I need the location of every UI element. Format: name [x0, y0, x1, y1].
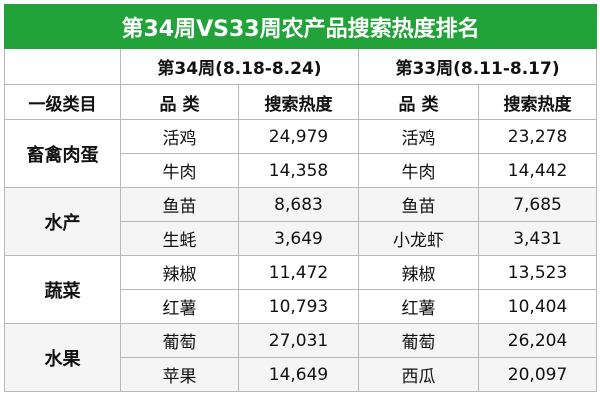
column-header: 搜索热度 [238, 84, 359, 120]
heat-cell: 14,649 [238, 357, 359, 392]
category-cell: 水产 [4, 187, 121, 256]
heat-cell: 23,278 [477, 119, 598, 154]
table-row: 红薯 10,793 红薯 10,404 [5, 289, 598, 324]
category-cell: 水果 [4, 323, 121, 392]
heat-cell: 8,683 [238, 187, 359, 222]
heat-cell: 3,431 [477, 221, 598, 256]
heat-cell: 10,404 [477, 289, 598, 324]
heat-cell: 14,442 [477, 153, 598, 188]
item-cell: 牛肉 [120, 153, 239, 188]
heat-cell: 20,097 [477, 357, 598, 392]
heat-cell: 13,523 [477, 255, 598, 290]
table-row: 生蚝 3,649 小龙虾 3,431 [5, 221, 598, 256]
column-header: 品 类 [358, 84, 479, 120]
heat-cell: 10,793 [238, 289, 359, 324]
heat-cell: 27,031 [238, 323, 359, 358]
item-cell: 辣椒 [358, 255, 479, 290]
heat-cell: 3,649 [238, 221, 359, 256]
column-header: 一级类目 [4, 84, 121, 120]
item-cell: 苹果 [120, 357, 239, 392]
item-cell: 葡萄 [120, 323, 239, 358]
table-row: 畜禽肉蛋 活鸡 24,979 活鸡 23,278 [4, 119, 598, 188]
table-body: 第34周VS33周农产品搜索热度排名 第34周(8.18-8.24) 第33周(… [3, 4, 598, 392]
item-cell: 鱼苗 [120, 187, 239, 222]
item-cell: 活鸡 [120, 119, 239, 154]
item-cell: 辣椒 [120, 255, 239, 290]
item-cell: 活鸡 [358, 119, 479, 154]
item-cell: 牛肉 [358, 153, 479, 188]
heat-cell: 24,979 [238, 119, 359, 154]
heat-cell: 7,685 [477, 187, 598, 222]
category-cell: 畜禽肉蛋 [4, 119, 121, 188]
heat-cell: 14,358 [238, 153, 359, 188]
ranking-table: 第34周VS33周农产品搜索热度排名 第34周(8.18-8.24) 第33周(… [3, 4, 598, 392]
blank-cell [4, 48, 121, 85]
item-cell: 生蚝 [120, 221, 239, 256]
week-header: 第34周(8.18-8.24) [120, 48, 359, 85]
table-title: 第34周VS33周农产品搜索热度排名 [3, 4, 598, 49]
column-header: 品 类 [120, 84, 239, 120]
item-cell: 红薯 [358, 289, 479, 324]
item-cell: 西瓜 [358, 357, 479, 392]
table-row: 蔬菜 辣椒 11,472 辣椒 13,523 [4, 255, 598, 324]
category-cell: 蔬菜 [4, 255, 121, 324]
heat-cell: 26,204 [477, 323, 598, 358]
item-cell: 红薯 [120, 289, 239, 324]
heat-cell: 11,472 [238, 255, 359, 290]
table-row: 水果 葡萄 27,031 葡萄 26,204 [4, 323, 598, 392]
page: 第34周VS33周农产品搜索热度排名 第34周(8.18-8.24) 第33周(… [3, 4, 598, 396]
table-row: 水产 鱼苗 8,683 鱼苗 7,685 [4, 187, 598, 256]
column-header: 搜索热度 [477, 84, 598, 120]
week-header: 第33周(8.11-8.17) [357, 48, 598, 85]
item-cell: 葡萄 [358, 323, 479, 358]
item-cell: 小龙虾 [358, 221, 479, 256]
table-row: 苹果 14,649 西瓜 20,097 [5, 357, 598, 392]
table-row: 牛肉 14,358 牛肉 14,442 [5, 153, 598, 188]
item-cell: 鱼苗 [358, 187, 479, 222]
